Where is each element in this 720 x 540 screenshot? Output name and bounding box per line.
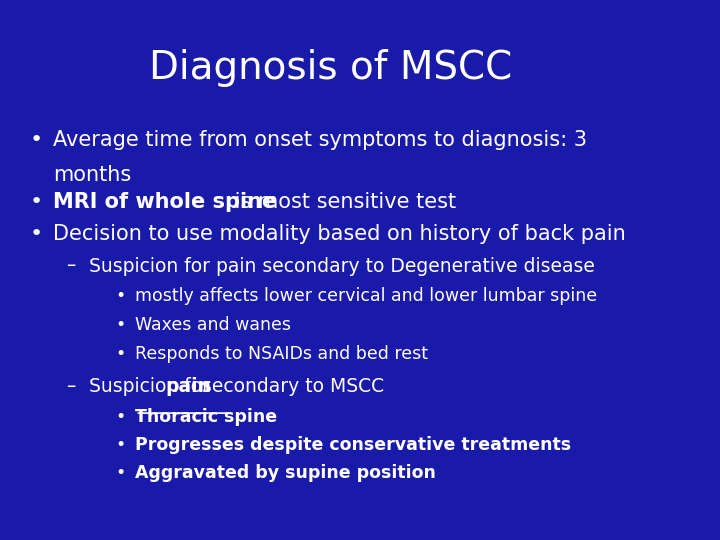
Text: pain: pain — [165, 377, 211, 396]
Text: Suspicion for pain secondary to Degenerative disease: Suspicion for pain secondary to Degenera… — [89, 256, 595, 275]
Text: •: • — [30, 224, 43, 244]
Text: •: • — [30, 192, 43, 212]
Text: Responds to NSAIDs and bed rest: Responds to NSAIDs and bed rest — [135, 345, 428, 362]
Text: months: months — [53, 165, 131, 185]
Text: Progresses despite conservative treatments: Progresses despite conservative treatmen… — [135, 436, 572, 454]
Text: •: • — [116, 345, 126, 362]
Text: Diagnosis of MSCC: Diagnosis of MSCC — [149, 49, 512, 86]
Text: •: • — [116, 287, 126, 305]
Text: •: • — [116, 436, 126, 454]
Text: Waxes and wanes: Waxes and wanes — [135, 316, 292, 334]
Text: –: – — [66, 256, 76, 275]
Text: is most sensitive test: is most sensitive test — [228, 192, 456, 212]
Text: –: – — [66, 377, 76, 396]
Text: mostly affects lower cervical and lower lumbar spine: mostly affects lower cervical and lower … — [135, 287, 598, 305]
Text: Decision to use modality based on history of back pain: Decision to use modality based on histor… — [53, 224, 626, 244]
Text: Aggravated by supine position: Aggravated by supine position — [135, 464, 436, 482]
Text: Average time from onset symptoms to diagnosis: 3: Average time from onset symptoms to diag… — [53, 130, 587, 150]
Text: secondary to MSCC: secondary to MSCC — [197, 377, 384, 396]
Text: •: • — [116, 464, 126, 482]
Text: Suspicion for: Suspicion for — [89, 377, 216, 396]
Text: •: • — [116, 408, 126, 426]
Text: •: • — [30, 130, 43, 150]
Text: •: • — [116, 316, 126, 334]
Text: MRI of whole spine: MRI of whole spine — [53, 192, 276, 212]
Text: Thoracic spine: Thoracic spine — [135, 408, 277, 426]
